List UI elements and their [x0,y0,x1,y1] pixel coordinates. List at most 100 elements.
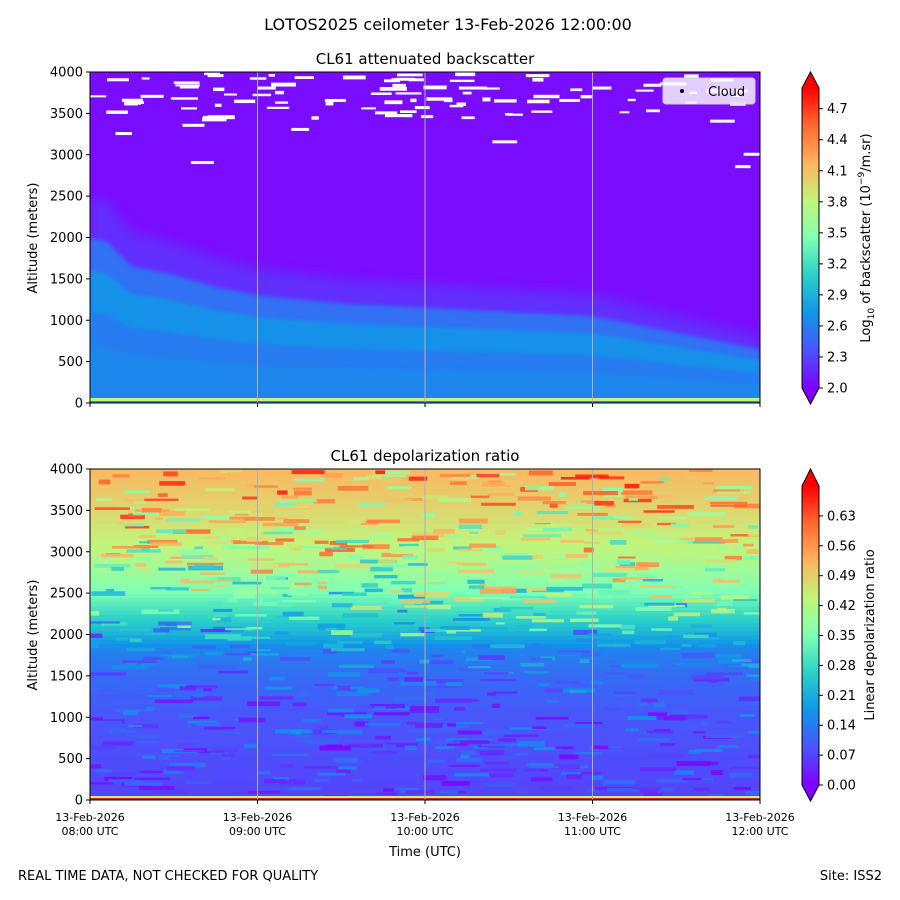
depol-speckle [487,692,496,696]
depol-speckle [613,640,626,645]
depol-speckle [479,750,505,756]
y-tick-label: 1000 [50,314,83,329]
depol-speckle [518,743,545,747]
depol-speckle [435,698,473,703]
cloud-detection [619,111,630,114]
cloud-detection [214,103,222,107]
depol-speckle [639,585,677,588]
depol-speckle [124,525,150,529]
cloud-detection [115,132,133,136]
depol-speckle [357,682,386,685]
depol-speckle [644,537,681,540]
depol-speckle [705,559,737,564]
depol-speckle [670,648,684,653]
depol-speckle [424,628,446,633]
depol-speckle [112,474,130,478]
depol-speckle [377,705,397,709]
depol-speckle [161,650,173,655]
depol-speckle [291,655,319,658]
depol-speckle [291,529,325,535]
cloud-detection [532,77,544,82]
cloud-detection [408,78,424,82]
depol-speckle [658,516,688,520]
y-tick-label: 2500 [50,190,83,205]
depol-speckle [575,474,609,479]
depol-speckle [317,623,346,628]
depol-speckle [141,755,156,759]
depol-speckle [433,528,455,534]
depol-speckle [167,563,189,566]
depol-speckle [390,581,416,585]
depol-speckle [743,612,760,615]
cloud-detection [384,114,413,118]
depol-speckle [706,735,743,738]
depol-speckle [421,727,459,732]
depol-speckle [159,627,192,631]
depol-speckle [637,573,653,578]
depol-speckle [229,510,263,515]
depol-speckle [705,672,743,676]
depol-speckle [135,556,152,562]
depol-speckle [90,621,120,624]
cloud-detection [370,92,392,96]
depol-speckle [694,748,723,753]
depol-speckle [523,599,556,603]
depol-speckle [294,734,312,739]
depol-speckle [323,649,338,654]
depol-speckle [697,644,716,648]
depol-speckle [404,498,423,501]
depol-speckle [510,596,548,599]
colorbar-body [802,88,819,388]
cloud-detection [325,101,334,106]
depol-speckle [378,559,397,564]
depol-speckle [297,570,335,574]
cloud-detection [379,86,407,91]
cloud-detection [324,98,346,102]
depol-speckle [622,523,653,528]
depol-speckle [134,500,146,504]
depol-speckle [478,655,505,661]
depol-speckle [651,628,672,631]
depol-speckle [182,703,219,706]
depol-speckle [580,771,601,775]
depol-speckle [146,694,172,698]
x-tick-label: 13-Feb-2026 [223,811,292,824]
depol-speckle [334,564,370,569]
cloud-detection [207,74,224,78]
depol-speckle [620,624,635,630]
cloud-detection [311,116,319,120]
depol-speckle [364,588,383,593]
depol-speckle [360,705,373,709]
depol-speckle [373,712,410,716]
depol-speckle [112,545,148,549]
depol-speckle [181,530,208,534]
depol-speckle [447,562,468,565]
depol-speckle [213,585,227,588]
depol-speckle [114,772,141,775]
depol-speckle [591,516,621,520]
depol-speckle [683,598,715,603]
depol-speckle [154,699,193,704]
depol-speckle [481,547,504,553]
depol-speckle [238,717,266,723]
depol-speckle [90,672,127,676]
cloud-detection [498,100,507,103]
heatmap-backscatter [90,72,760,403]
depol-speckle [286,787,321,791]
depol-speckle [314,683,335,687]
depol-speckle [542,501,567,505]
depol-speckle [693,683,724,687]
depol-speckle [302,718,321,723]
depol-speckle [730,534,753,537]
depol-speckle [731,659,752,662]
depol-speckle [663,715,686,721]
depol-speckle [418,626,430,631]
depol-speckle [565,553,589,558]
depol-speckle [250,509,273,514]
heatmap-depolarization [90,469,760,800]
depol-speckle [167,655,189,659]
depol-speckle [357,503,386,507]
depol-speckle [265,575,286,581]
depol-speckle [612,694,632,697]
depol-speckle [293,490,312,496]
